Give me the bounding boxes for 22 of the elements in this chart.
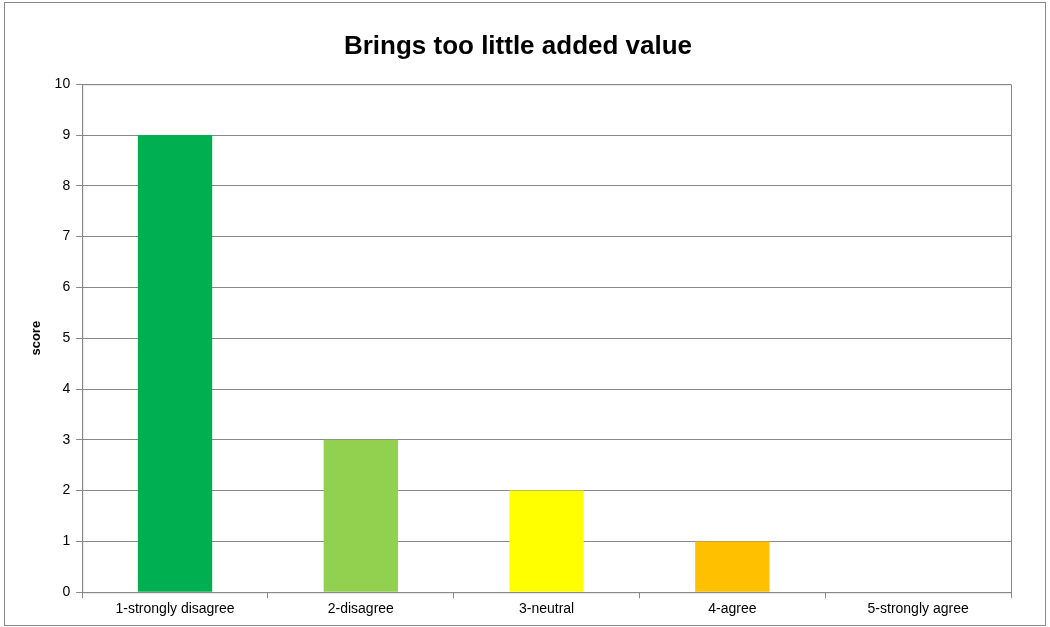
x-tick-label: 5-strongly agree bbox=[867, 600, 969, 617]
y-tick-label: 10 bbox=[54, 75, 71, 92]
y-tick-label: 3 bbox=[62, 430, 71, 447]
y-tick-label: 4 bbox=[62, 379, 71, 396]
x-tick-label: 3-neutral bbox=[518, 600, 575, 617]
x-tick-label: 4-agree bbox=[708, 600, 757, 617]
bar bbox=[137, 135, 213, 592]
y-tick-label: 7 bbox=[62, 227, 71, 244]
bar bbox=[323, 439, 398, 592]
y-tick-label: 0 bbox=[62, 583, 71, 600]
y-tick-label: 9 bbox=[62, 125, 71, 142]
y-tick-label: 2 bbox=[62, 481, 71, 498]
bar bbox=[695, 541, 770, 592]
y-tick-label: 6 bbox=[62, 278, 71, 295]
bar bbox=[509, 490, 584, 592]
y-tick-label: 1 bbox=[62, 532, 71, 549]
x-tick-label: 2-disagree bbox=[327, 600, 395, 617]
y-axis-title: score bbox=[28, 320, 44, 356]
y-tick-label: 8 bbox=[62, 176, 71, 193]
y-tick-label: 5 bbox=[62, 329, 71, 346]
chart-title: Brings too little added value bbox=[343, 29, 693, 60]
x-tick-label: 1-strongly disagree bbox=[115, 600, 235, 617]
